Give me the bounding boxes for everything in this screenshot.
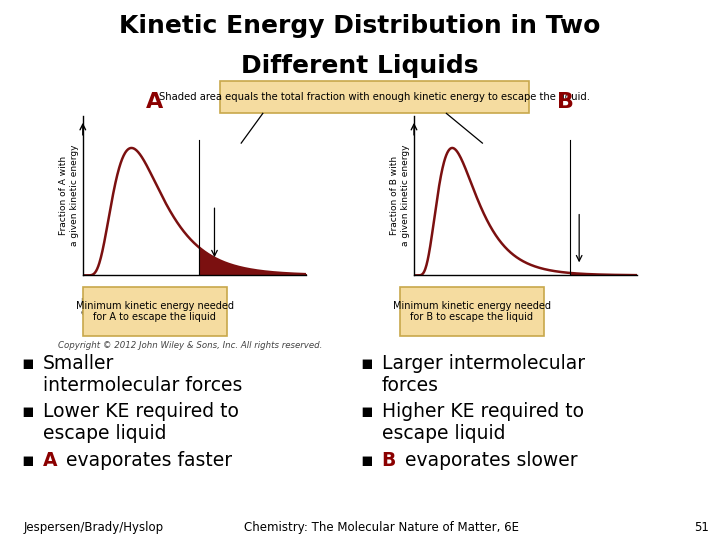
Text: Lower KE required to
escape liquid: Lower KE required to escape liquid bbox=[43, 402, 239, 443]
FancyBboxPatch shape bbox=[220, 81, 529, 113]
FancyBboxPatch shape bbox=[83, 287, 227, 336]
Text: Larger intermolecular
forces: Larger intermolecular forces bbox=[382, 354, 585, 395]
Text: Chemistry: The Molecular Nature of Matter, 6E: Chemistry: The Molecular Nature of Matte… bbox=[244, 521, 519, 534]
Text: Kinetic
energy: Kinetic energy bbox=[81, 298, 112, 317]
Text: Smaller
intermolecular forces: Smaller intermolecular forces bbox=[43, 354, 243, 395]
Text: B: B bbox=[557, 92, 574, 112]
Text: ▪: ▪ bbox=[360, 354, 373, 373]
Text: Shaded area equals the total fraction with enough kinetic energy to escape the l: Shaded area equals the total fraction wi… bbox=[159, 92, 590, 102]
Text: Jespersen/Brady/Hyslop: Jespersen/Brady/Hyslop bbox=[24, 521, 163, 534]
Text: Minimum kinetic energy needed
for A to escape the liquid: Minimum kinetic energy needed for A to e… bbox=[76, 301, 234, 322]
Text: Higher KE required to
escape liquid: Higher KE required to escape liquid bbox=[382, 402, 584, 443]
Text: ▪: ▪ bbox=[360, 451, 373, 470]
Y-axis label: Fraction of A with
a given kinetic energy: Fraction of A with a given kinetic energ… bbox=[59, 145, 78, 246]
Text: B: B bbox=[382, 451, 396, 470]
Text: evaporates slower: evaporates slower bbox=[399, 451, 577, 470]
Text: evaporates faster: evaporates faster bbox=[60, 451, 233, 470]
Text: Kinetic Energy Distribution in Two: Kinetic Energy Distribution in Two bbox=[120, 14, 600, 37]
Text: ▪: ▪ bbox=[22, 402, 35, 421]
Text: ▪: ▪ bbox=[22, 354, 35, 373]
Text: A: A bbox=[43, 451, 58, 470]
Text: Kinetic
energy: Kinetic energy bbox=[412, 298, 444, 317]
Text: Different Liquids: Different Liquids bbox=[241, 54, 479, 78]
Text: 51: 51 bbox=[694, 521, 709, 534]
FancyBboxPatch shape bbox=[400, 287, 544, 336]
Text: ▪: ▪ bbox=[360, 402, 373, 421]
Text: Copyright © 2012 John Wiley & Sons, Inc. All rights reserved.: Copyright © 2012 John Wiley & Sons, Inc.… bbox=[58, 341, 322, 350]
Text: A: A bbox=[146, 92, 163, 112]
Text: ▪: ▪ bbox=[22, 451, 35, 470]
Text: Minimum kinetic energy needed
for B to escape the liquid: Minimum kinetic energy needed for B to e… bbox=[392, 301, 551, 322]
Y-axis label: Fraction of B with
a given kinetic energy: Fraction of B with a given kinetic energ… bbox=[390, 145, 410, 246]
